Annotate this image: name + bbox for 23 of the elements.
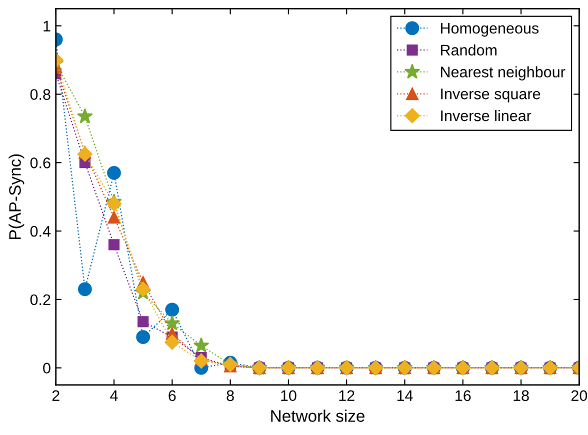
x-tick-label: 16: [456, 390, 471, 402]
legend-label: Homogeneous: [440, 23, 539, 37]
x-tick-label: 10: [281, 390, 296, 402]
y-axis-title: P(AP-Sync): [8, 154, 24, 239]
x-tick-label: 14: [397, 390, 413, 401]
legend-label: Nearest neighbour: [440, 66, 566, 80]
y-tick-label: 0.6: [30, 158, 50, 168]
x-axis-title: Network size: [271, 410, 364, 422]
y-tick-label: 0.2: [30, 294, 50, 306]
y-tick-label: 0.4: [30, 226, 51, 237]
x-tick-label: 2: [52, 390, 60, 401]
x-tick-label: 8: [226, 390, 234, 402]
y-tick-label: 1: [44, 20, 50, 32]
x-tick-label: 20: [571, 390, 588, 402]
y-tick-label: 0: [43, 362, 50, 374]
x-tick-label: 12: [339, 390, 354, 401]
y-tick-label: 0.8: [30, 89, 50, 100]
x-tick-label: 6: [168, 390, 176, 402]
legend-label: Random: [440, 44, 496, 56]
x-tick-label: 18: [514, 390, 529, 402]
x-tick-label: 4: [110, 390, 118, 401]
legend-label: Inverse linear: [441, 110, 532, 122]
legend-label: Inverse square: [441, 88, 540, 102]
